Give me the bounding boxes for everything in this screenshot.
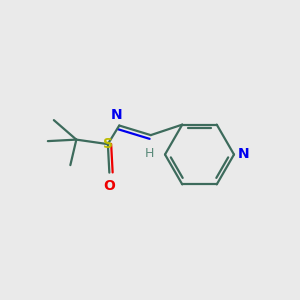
Text: N: N [238,148,249,161]
Text: H: H [145,146,154,160]
Text: S: S [103,137,113,151]
Text: O: O [103,179,115,193]
Text: N: N [111,108,123,122]
